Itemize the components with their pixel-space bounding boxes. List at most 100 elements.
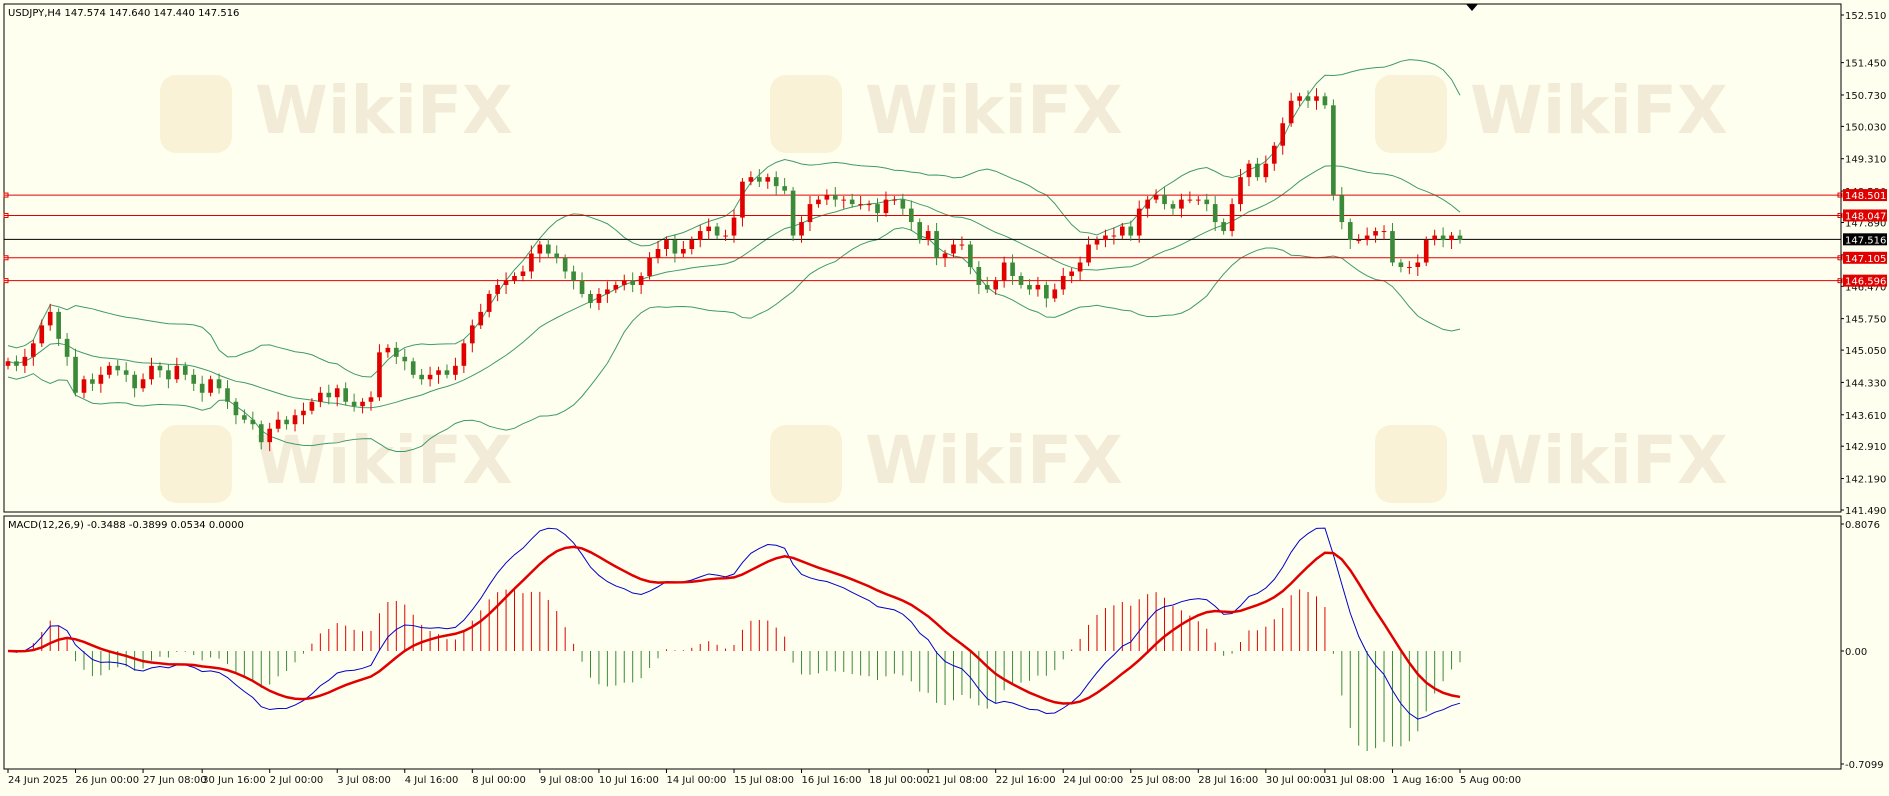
candle bbox=[1111, 235, 1117, 237]
watermark-logo-4 bbox=[770, 425, 842, 503]
candle bbox=[562, 258, 568, 272]
candle bbox=[1221, 222, 1226, 232]
time-tick-label-20: 31 Jul 08:00 bbox=[1325, 775, 1385, 786]
candle bbox=[1364, 235, 1370, 241]
candle bbox=[1297, 96, 1302, 101]
candle bbox=[1094, 240, 1100, 245]
candle bbox=[1187, 199, 1193, 201]
time-tick-label-19: 30 Jul 00:00 bbox=[1266, 775, 1326, 786]
candle bbox=[351, 401, 357, 407]
band-middle bbox=[7, 165, 1461, 409]
candle bbox=[951, 244, 956, 254]
candle bbox=[1263, 163, 1269, 178]
candle bbox=[90, 379, 95, 384]
time-tick-label-16: 24 Jul 00:00 bbox=[1063, 775, 1123, 786]
level-anchor-right-3 bbox=[1837, 278, 1843, 284]
watermark-text-0: WikiFX bbox=[255, 72, 513, 149]
candle bbox=[630, 280, 636, 285]
candle bbox=[73, 356, 78, 393]
candle bbox=[225, 388, 230, 402]
candle bbox=[655, 249, 661, 259]
level-label-bg-1 bbox=[1843, 209, 1887, 222]
watermark-text-2: WikiFX bbox=[1470, 72, 1728, 149]
candle bbox=[1356, 240, 1362, 242]
candle bbox=[714, 226, 720, 236]
candle bbox=[39, 325, 45, 344]
candle bbox=[757, 177, 762, 182]
candle bbox=[385, 347, 391, 353]
candle bbox=[816, 199, 821, 205]
time-tick-label-3: 30 Jun 16:00 bbox=[202, 775, 266, 786]
candle bbox=[368, 397, 374, 402]
candle bbox=[1204, 199, 1210, 205]
candle bbox=[182, 365, 188, 375]
time-tick-label-17: 25 Jul 08:00 bbox=[1131, 775, 1191, 786]
candle bbox=[596, 293, 602, 303]
time-tick-label-18: 28 Jul 16:00 bbox=[1198, 775, 1258, 786]
candle bbox=[512, 275, 517, 281]
horizontal-levels[interactable] bbox=[3, 192, 1843, 284]
candle bbox=[1128, 226, 1134, 236]
candle bbox=[1432, 235, 1437, 241]
candle bbox=[301, 410, 306, 416]
candle bbox=[410, 361, 416, 375]
candle bbox=[394, 347, 399, 357]
candle bbox=[267, 428, 273, 443]
watermark-logo-5 bbox=[1375, 425, 1447, 503]
candle bbox=[773, 177, 779, 187]
level-anchor-left-0 bbox=[3, 192, 9, 198]
watermark-logo-1 bbox=[770, 75, 842, 153]
candle bbox=[968, 244, 973, 267]
candle bbox=[1086, 244, 1091, 263]
candle bbox=[1069, 271, 1074, 276]
candle bbox=[638, 275, 644, 285]
candle bbox=[858, 204, 863, 206]
candle bbox=[334, 388, 340, 398]
candle bbox=[605, 289, 610, 294]
level-label-1: 148.047 bbox=[1845, 211, 1886, 222]
candle bbox=[56, 311, 61, 339]
candle bbox=[942, 253, 948, 259]
candle bbox=[174, 365, 180, 380]
candle bbox=[790, 190, 796, 236]
candle bbox=[275, 419, 281, 429]
candle bbox=[47, 311, 53, 326]
candle bbox=[157, 365, 163, 371]
watermark-logo-0 bbox=[160, 75, 232, 153]
macd-histogram bbox=[15, 589, 1461, 751]
candle bbox=[1255, 163, 1260, 178]
macd-tick-label-0: 0.8076 bbox=[1845, 520, 1880, 531]
candle bbox=[647, 258, 652, 276]
level-anchor-right-1 bbox=[1837, 212, 1843, 218]
time-tick-label-1: 26 Jun 00:00 bbox=[76, 775, 140, 786]
candle bbox=[1423, 240, 1429, 263]
current-price-label-bg bbox=[1843, 233, 1887, 246]
candle bbox=[1238, 177, 1243, 205]
candle bbox=[908, 208, 914, 223]
current-price-label: 147.516 bbox=[1845, 235, 1886, 246]
shift-marker-icon[interactable] bbox=[1466, 4, 1478, 11]
candle bbox=[571, 271, 576, 281]
candle bbox=[149, 365, 154, 380]
candle bbox=[1339, 195, 1345, 223]
candle bbox=[529, 253, 534, 272]
level-anchor-left-1 bbox=[3, 212, 9, 218]
price-tick-label-9: 145.750 bbox=[1845, 315, 1886, 326]
candle bbox=[495, 284, 500, 294]
candle bbox=[64, 338, 70, 357]
candle bbox=[588, 293, 593, 303]
price-tick-label-3: 150.030 bbox=[1845, 122, 1886, 133]
candle bbox=[832, 195, 838, 200]
time-tick-label-9: 10 Jul 16:00 bbox=[599, 775, 659, 786]
candle bbox=[1120, 226, 1125, 236]
time-tick-label-11: 15 Jul 08:00 bbox=[734, 775, 794, 786]
candle bbox=[166, 370, 171, 380]
candle bbox=[1145, 199, 1150, 209]
price-tick-label-12: 143.610 bbox=[1845, 411, 1886, 422]
candle bbox=[934, 231, 939, 259]
candle bbox=[402, 356, 408, 362]
candle bbox=[436, 370, 441, 375]
